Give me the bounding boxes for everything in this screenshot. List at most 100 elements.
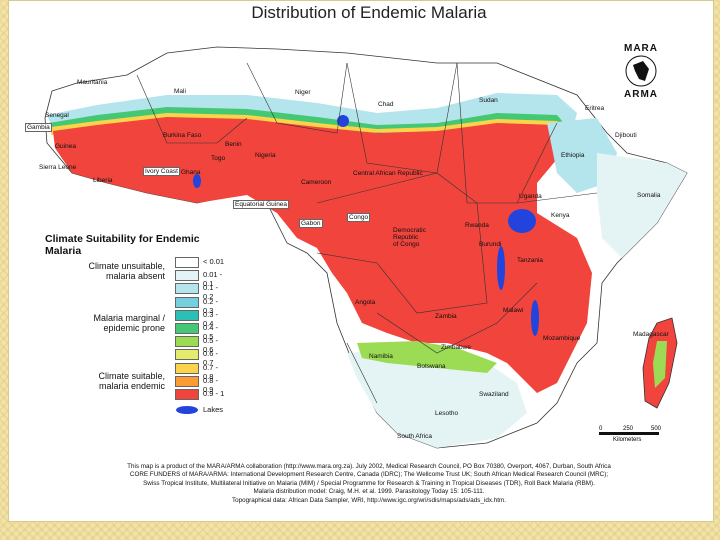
- country-label: Eritrea: [585, 105, 605, 112]
- endemic-zone: [53, 117, 592, 393]
- credit-line: Malaria distribution model: Craig, M.H. …: [253, 488, 485, 496]
- country-label: Burkina Faso: [163, 132, 202, 139]
- legend-swatch: [175, 362, 199, 374]
- globe-icon: [625, 55, 657, 87]
- country-label: Sudan: [479, 97, 498, 104]
- legend-bin-label: 0.8 - 0.9: [203, 375, 219, 394]
- country-label: Kenya: [551, 212, 570, 219]
- horn-arid: [597, 153, 687, 258]
- map-frame: Distribution of Endemic Malaria: [8, 0, 714, 522]
- scale-tick-250: 250: [623, 426, 634, 432]
- madagascar-highland: [653, 341, 667, 388]
- scale-tick-0: 0: [599, 426, 603, 432]
- legend-group-unsuitable: Climate unsuitable, malaria absent: [88, 261, 165, 281]
- map-title: Distribution of Endemic Malaria: [251, 3, 487, 22]
- legend-bin-label: 0.7 - 0.8: [203, 362, 219, 381]
- legend-swatch: [175, 389, 199, 400]
- credit-line: CORE FUNDERS of MARA/ARMA: International…: [129, 471, 609, 479]
- country-label: Gambia: [25, 123, 52, 132]
- country-label: Angola: [355, 299, 376, 306]
- legend-group-marginal: Malaria marginal / epidemic prone: [93, 313, 165, 333]
- legend-bin-label: 0.4 - 0.5: [203, 323, 219, 341]
- country-label: Tanzania: [517, 257, 544, 264]
- scale-line: [599, 432, 659, 435]
- country-label: Botswana: [417, 363, 446, 370]
- country-label: Liberia: [93, 177, 113, 184]
- country-label: Central African Republic: [353, 170, 423, 177]
- country-label: Uganda: [519, 193, 542, 200]
- country-label: Somalia: [637, 192, 661, 199]
- country-label: Zambia: [435, 313, 457, 320]
- country-label: Congo: [347, 213, 371, 222]
- scale-unit: Kilometers: [613, 437, 642, 443]
- logo-top-text: MARA: [624, 43, 658, 54]
- country-label: Togo: [211, 155, 226, 162]
- country-label: Djibouti: [615, 132, 637, 139]
- country-label: Gabon: [299, 219, 323, 228]
- legend-bin-label: 0.6 - 0.7: [203, 349, 219, 368]
- lake-swatch: [176, 406, 198, 414]
- country-label: Lesotho: [435, 410, 459, 417]
- legend-swatch: [175, 349, 199, 361]
- lake-tanganyika: [497, 246, 505, 290]
- legend-swatch: [175, 283, 199, 295]
- legend-swatch: [175, 323, 199, 334]
- lake-volta: [193, 174, 201, 188]
- legend-swatch: [175, 257, 199, 268]
- country-label: Chad: [378, 101, 394, 108]
- country-label: Madagascar: [633, 331, 669, 338]
- legend-bin-label: 0.1 - 0.2: [203, 283, 219, 302]
- legend-bin-label: 0.3 - 0.4: [203, 309, 219, 328]
- scale-bar: 0 250 500 Kilometers: [599, 426, 669, 446]
- country-label: Benin: [225, 141, 242, 148]
- legend-swatch: [175, 270, 199, 282]
- legend-bin-label: 0.2 - 0.3: [203, 296, 219, 315]
- southern-green: [357, 341, 497, 373]
- country-label: Mali: [174, 88, 186, 95]
- country-label: South Africa: [397, 433, 433, 440]
- country-label: Ghana: [181, 169, 201, 176]
- country-label: Swaziland: [479, 391, 509, 398]
- country-label: Niger: [295, 89, 311, 96]
- country-label: Namibia: [369, 353, 393, 360]
- borders: [136, 62, 598, 404]
- country-label: Equatorial Guinea: [233, 200, 290, 209]
- lakes-label: Lakes: [203, 405, 224, 414]
- legend-swatch: [175, 336, 199, 348]
- country-label: Ethiopia: [561, 152, 585, 159]
- legend-swatch: [175, 375, 199, 387]
- country-label: Mozambique: [543, 335, 581, 342]
- country-label: Zimbabwe: [441, 344, 471, 351]
- legend-swatch: [175, 296, 199, 308]
- credit-line: Topographical data: African Data Sampler…: [231, 496, 507, 504]
- legend-swatch: [175, 309, 199, 321]
- logo-bottom-text: ARMA: [624, 89, 658, 100]
- legend-bin-label: 0.01 - 0.1: [203, 270, 223, 289]
- country-label: Ivory Coast: [143, 167, 180, 176]
- mara-arma-logo: MARA ARMA: [611, 43, 671, 103]
- country-label: Democratic Republic of Congo: [393, 227, 426, 248]
- country-label: Nigeria: [255, 152, 276, 159]
- credits: This map is a product of the MARA/ARMA c…: [17, 463, 720, 505]
- credit-line: This map is a product of the MARA/ARMA c…: [127, 463, 611, 470]
- country-label: Cameroon: [301, 179, 332, 186]
- country-label: Malawi: [503, 307, 524, 314]
- legend-title: Climate Suitability for Endemic Malaria: [45, 233, 200, 257]
- country-label: Burundi: [479, 241, 502, 248]
- country-label: Senegal: [45, 112, 69, 119]
- southern-arid: [347, 348, 527, 448]
- country-label: Sierra Leone: [39, 164, 77, 171]
- africa-map: [44, 46, 688, 449]
- credit-line: Swiss Tropical Institute, Multilateral I…: [143, 479, 595, 487]
- country-label: Rwanda: [465, 222, 489, 229]
- legend-bin-label: 0.9 - 1: [203, 389, 225, 398]
- country-label: Mauritania: [77, 79, 108, 86]
- scale-tick-500: 500: [651, 426, 662, 432]
- country-label: Guinea: [55, 143, 76, 150]
- lake-victoria: [508, 209, 536, 233]
- legend-bin-label: < 0.01: [203, 257, 225, 266]
- lake-malawi: [531, 300, 539, 336]
- legend-bin-label: 0.5 - 0.6: [203, 336, 219, 355]
- legend: Climate Suitability for Endemic Malaria …: [45, 233, 225, 414]
